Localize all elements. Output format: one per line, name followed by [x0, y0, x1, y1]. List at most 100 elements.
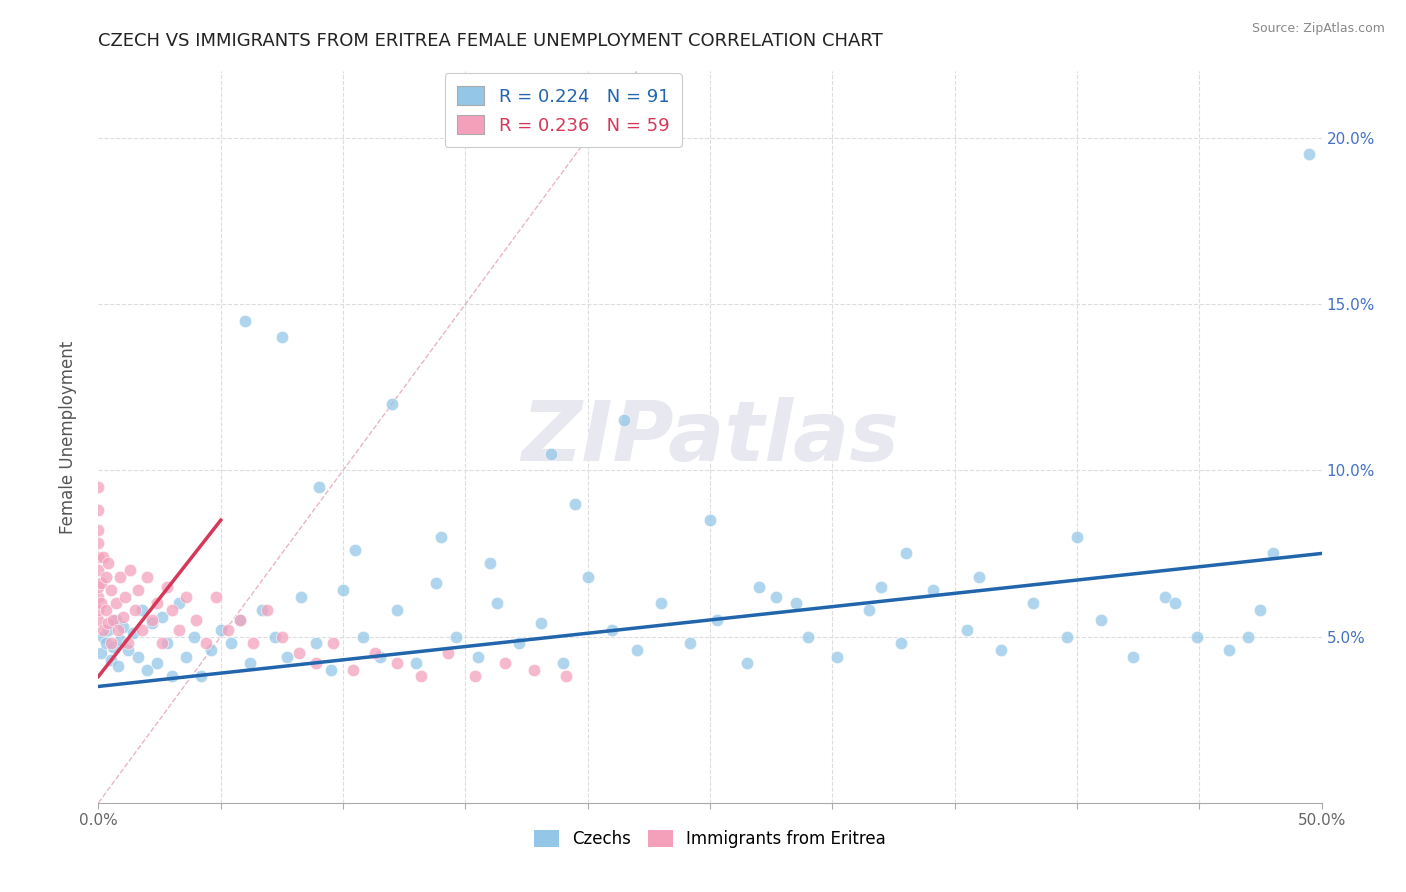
Point	[319, 663, 342, 677]
Point	[967, 570, 990, 584]
Point	[87, 523, 110, 537]
Point	[600, 623, 623, 637]
Point	[1154, 590, 1177, 604]
Point	[444, 630, 467, 644]
Point	[141, 613, 163, 627]
Point	[91, 549, 114, 564]
Point	[91, 630, 114, 644]
Point	[540, 447, 562, 461]
Legend: Czechs, Immigrants from Eritrea: Czechs, Immigrants from Eritrea	[526, 822, 894, 856]
Point	[104, 613, 127, 627]
Point	[385, 603, 408, 617]
Point	[553, 656, 575, 670]
Point	[270, 330, 294, 344]
Point	[91, 623, 114, 637]
Point	[411, 669, 433, 683]
Point	[706, 613, 728, 627]
Point	[508, 636, 530, 650]
Point	[209, 623, 232, 637]
Point	[785, 596, 807, 610]
Point	[101, 640, 124, 654]
Point	[1090, 613, 1112, 627]
Point	[87, 590, 110, 604]
Point	[131, 623, 153, 637]
Point	[494, 656, 516, 670]
Point	[1185, 630, 1208, 644]
Point	[176, 590, 198, 604]
Point	[167, 623, 190, 637]
Point	[100, 653, 122, 667]
Point	[870, 580, 893, 594]
Point	[107, 623, 129, 637]
Point	[890, 636, 912, 650]
Point	[217, 623, 239, 637]
Point	[117, 636, 139, 650]
Point	[131, 603, 153, 617]
Point	[87, 613, 110, 627]
Point	[94, 636, 117, 650]
Point	[256, 603, 278, 617]
Y-axis label: Female Unemployment: Female Unemployment	[59, 341, 77, 533]
Text: CZECH VS IMMIGRANTS FROM ERITREA FEMALE UNEMPLOYMENT CORRELATION CHART: CZECH VS IMMIGRANTS FROM ERITREA FEMALE …	[98, 32, 883, 50]
Point	[156, 636, 179, 650]
Point	[858, 603, 880, 617]
Point	[332, 582, 354, 597]
Point	[111, 619, 134, 633]
Point	[1022, 596, 1045, 610]
Point	[308, 480, 330, 494]
Point	[276, 649, 298, 664]
Point	[252, 603, 274, 617]
Point	[467, 649, 489, 664]
Point	[1122, 649, 1144, 664]
Point	[1164, 596, 1187, 610]
Point	[195, 636, 218, 650]
Point	[1218, 643, 1240, 657]
Point	[87, 549, 110, 564]
Point	[626, 643, 648, 657]
Point	[921, 582, 943, 597]
Point	[97, 623, 120, 637]
Point	[486, 596, 509, 610]
Point	[124, 603, 146, 617]
Point	[1056, 630, 1078, 644]
Point	[430, 530, 453, 544]
Point	[530, 616, 553, 631]
Point	[90, 576, 112, 591]
Point	[150, 609, 173, 624]
Point	[111, 609, 134, 624]
Point	[305, 636, 328, 650]
Point	[136, 663, 159, 677]
Point	[146, 656, 169, 670]
Point	[894, 546, 917, 560]
Point	[200, 643, 222, 657]
Point	[205, 590, 228, 604]
Point	[990, 643, 1012, 657]
Point	[101, 613, 124, 627]
Point	[381, 397, 404, 411]
Point	[117, 643, 139, 657]
Point	[825, 649, 848, 664]
Point	[290, 590, 312, 604]
Point	[94, 570, 117, 584]
Point	[956, 623, 979, 637]
Point	[233, 314, 256, 328]
Point	[344, 543, 367, 558]
Point	[110, 632, 132, 647]
Point	[100, 582, 122, 597]
Point	[229, 613, 252, 627]
Point	[183, 630, 205, 644]
Point	[748, 580, 770, 594]
Point	[87, 536, 110, 550]
Point	[1261, 546, 1284, 560]
Point	[385, 656, 408, 670]
Point	[352, 630, 374, 644]
Point	[1298, 147, 1320, 161]
Point	[1066, 530, 1088, 544]
Text: ZIPatlas: ZIPatlas	[522, 397, 898, 477]
Point	[478, 557, 501, 571]
Point	[146, 596, 169, 610]
Point	[613, 413, 636, 427]
Point	[229, 613, 252, 627]
Point	[141, 616, 163, 631]
Point	[186, 613, 208, 627]
